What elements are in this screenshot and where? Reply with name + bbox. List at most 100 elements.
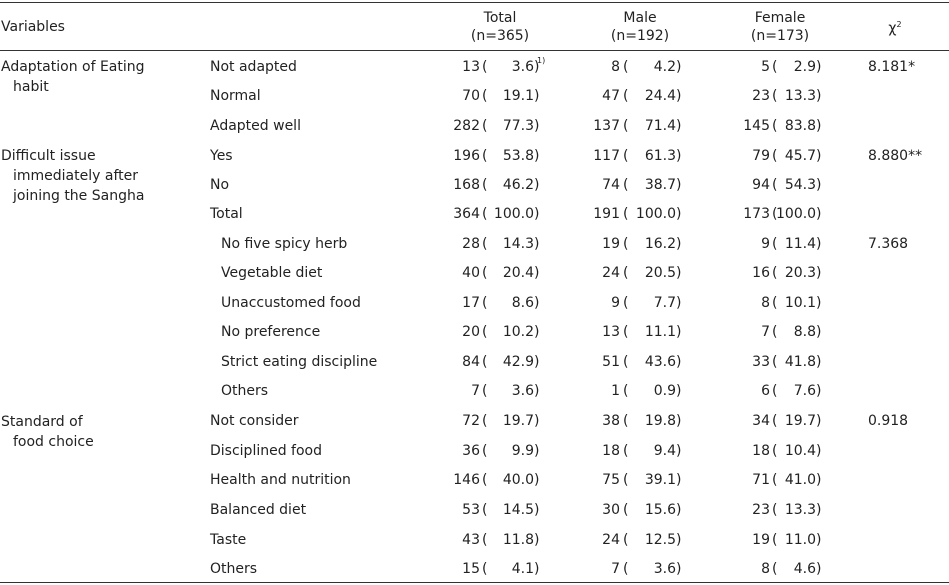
total-open-paren: (: [482, 118, 488, 134]
total-count: 282: [453, 118, 480, 134]
male-open-paren: (: [623, 295, 629, 311]
total-close-paren: ): [534, 295, 540, 311]
male-percent: 16.2: [644, 236, 676, 252]
female-open-paren: (: [772, 443, 778, 459]
total-count: 36: [462, 443, 480, 459]
total-percent: 46.2: [502, 177, 534, 193]
total-count: 13: [462, 59, 480, 75]
total-count: 28: [462, 236, 480, 252]
female-close-paren: ): [816, 118, 822, 134]
category-label: Others: [221, 383, 269, 399]
female-percent: 4.6: [793, 561, 816, 577]
male-count: 24: [602, 265, 620, 281]
female-open-paren: (: [772, 324, 778, 340]
male-percent: 4.2: [653, 59, 676, 75]
male-close-paren: ): [676, 88, 682, 104]
total-percent: 100.0: [493, 206, 534, 222]
total-count: 364: [453, 206, 480, 222]
male-percent: 39.1: [644, 472, 676, 488]
female-close-paren: ): [816, 236, 822, 252]
total-open-paren: (: [482, 413, 488, 429]
category-label: Yes: [210, 148, 233, 164]
female-count: 5: [761, 59, 770, 75]
female-close-paren: ): [816, 532, 822, 548]
female-open-paren: (: [772, 532, 778, 548]
male-percent: 20.5: [644, 265, 676, 281]
total-close-paren: ): [534, 443, 540, 459]
header-female: Female (n=173): [750, 10, 810, 44]
female-percent: 45.7: [784, 148, 816, 164]
male-percent: 0.9: [653, 383, 676, 399]
female-percent: 54.3: [784, 177, 816, 193]
table-row: Not consider 72(19.7) 38(19.8) 34(19.7) 0.91…: [0, 406, 949, 436]
total-open-paren: (: [482, 148, 488, 164]
female-count: 8: [761, 295, 770, 311]
male-open-paren: (: [623, 561, 629, 577]
male-close-paren: ): [676, 472, 682, 488]
total-close-paren: ): [534, 177, 540, 193]
male-close-paren: ): [676, 118, 682, 134]
total-open-paren: (: [482, 324, 488, 340]
male-count: 75: [602, 472, 620, 488]
table-row: Unaccustomed food 17(8.6) 9(7.7) 8(10.1): [0, 288, 949, 318]
male-count: 8: [611, 59, 620, 75]
group-label-difficult-issue: Difficult issue immediately after joinin…: [1, 148, 145, 204]
total-count: 43: [462, 532, 480, 548]
male-close-paren: ): [676, 443, 682, 459]
total-count: 196: [453, 148, 480, 164]
female-open-paren: (: [772, 561, 778, 577]
total-open-paren: (: [482, 295, 488, 311]
total-percent: 20.4: [502, 265, 534, 281]
table-row: Normal 70(19.1) 47(24.4) 23(13.3): [0, 81, 949, 111]
total-percent: 8.6: [511, 295, 534, 311]
male-percent: 24.4: [644, 88, 676, 104]
male-count: 18: [602, 443, 620, 459]
total-close-paren: ): [534, 236, 540, 252]
male-percent: 3.6: [653, 561, 676, 577]
male-close-paren: ): [676, 413, 682, 429]
female-close-paren: ): [816, 88, 822, 104]
chi-square-value: 0.918: [868, 413, 909, 429]
female-percent: 19.7: [784, 413, 816, 429]
male-close-paren: ): [676, 502, 682, 518]
total-percent: 4.1: [511, 561, 534, 577]
total-count: 168: [453, 177, 480, 193]
category-label: Normal: [210, 88, 261, 104]
male-close-paren: ): [676, 295, 682, 311]
male-open-paren: (: [623, 413, 629, 429]
total-open-paren: (: [482, 383, 488, 399]
category-label: No preference: [221, 324, 321, 340]
total-count: 70: [462, 88, 480, 104]
table-row: Health and nutrition 146(40.0) 75(39.1) 71(…: [0, 465, 949, 495]
table-row: Balanced diet 53(14.5) 30(15.6) 23(13.3): [0, 495, 949, 525]
category-label: Total: [210, 206, 243, 222]
bottom-rule: [0, 582, 949, 583]
female-close-paren: ): [816, 472, 822, 488]
male-percent: 11.1: [644, 324, 676, 340]
total-open-paren: (: [482, 443, 488, 459]
category-label: Not adapted: [210, 59, 297, 75]
male-open-paren: (: [623, 502, 629, 518]
total-close-paren: ): [534, 88, 540, 104]
total-open-paren: (: [482, 502, 488, 518]
table-row: Others 15(4.1) 7(3.6) 8(4.6): [0, 554, 949, 584]
total-percent: 19.1: [502, 88, 534, 104]
total-close-paren: ): [534, 118, 540, 134]
female-percent: 7.6: [793, 383, 816, 399]
male-count: 51: [602, 354, 620, 370]
male-open-paren: (: [623, 206, 629, 222]
chi-square-value: 8.880**: [868, 148, 923, 164]
male-close-paren: ): [676, 532, 682, 548]
female-count: 23: [752, 88, 770, 104]
male-close-paren: ): [676, 148, 682, 164]
female-percent: 100.0: [776, 206, 817, 222]
total-close-paren: ): [534, 532, 540, 548]
total-percent: 11.8: [502, 532, 534, 548]
male-count: 13: [602, 324, 620, 340]
male-open-paren: (: [623, 443, 629, 459]
total-count: 15: [462, 561, 480, 577]
male-close-paren: ): [676, 59, 682, 75]
female-count: 8: [761, 561, 770, 577]
total-percent: 53.8: [502, 148, 534, 164]
male-count: 191: [593, 206, 620, 222]
